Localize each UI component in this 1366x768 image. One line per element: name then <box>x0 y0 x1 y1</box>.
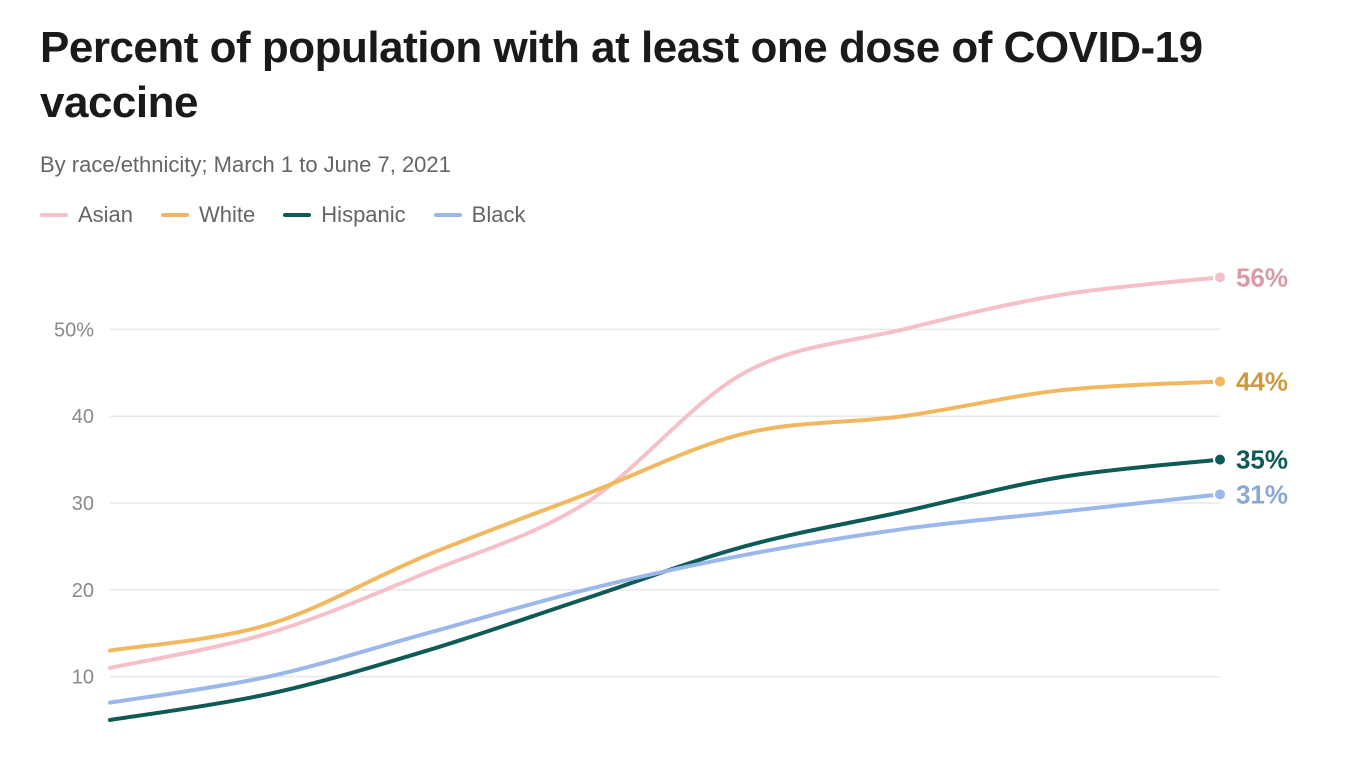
end-label-black: 31% <box>1236 479 1288 509</box>
legend-item: Black <box>434 202 526 228</box>
series-line-white <box>110 382 1220 651</box>
end-marker-hispanic <box>1214 454 1226 466</box>
legend-item: Hispanic <box>283 202 405 228</box>
end-label-white: 44% <box>1236 367 1288 397</box>
y-tick-label: 20 <box>72 580 94 602</box>
y-tick-label: 40 <box>72 406 94 428</box>
series-line-asian <box>110 277 1220 668</box>
line-chart: 10 20 30 40 50% 56% 44% 35% 31% <box>40 250 1326 730</box>
legend-item: White <box>161 202 255 228</box>
y-tick-label: 50% <box>54 319 94 341</box>
legend-swatch <box>434 213 462 217</box>
end-label-asian: 56% <box>1236 262 1288 292</box>
legend-label: Asian <box>78 202 133 228</box>
end-marker-asian <box>1214 271 1226 283</box>
legend-label: Black <box>472 202 526 228</box>
chart-title: Percent of population with at least one … <box>40 20 1326 130</box>
legend-label: White <box>199 202 255 228</box>
legend-item: Asian <box>40 202 133 228</box>
chart-subtitle: By race/ethnicity; March 1 to June 7, 20… <box>40 152 1326 178</box>
legend: Asian White Hispanic Black <box>40 202 1326 228</box>
end-marker-black <box>1214 488 1226 500</box>
y-tick-label: 10 <box>72 667 94 689</box>
chart-svg: 10 20 30 40 50% 56% 44% 35% 31% <box>40 250 1326 730</box>
legend-label: Hispanic <box>321 202 405 228</box>
end-label-hispanic: 35% <box>1236 445 1288 475</box>
y-tick-label: 30 <box>72 493 94 515</box>
legend-swatch <box>40 213 68 217</box>
series-line-black <box>110 494 1220 702</box>
end-marker-white <box>1214 376 1226 388</box>
legend-swatch <box>161 213 189 217</box>
legend-swatch <box>283 213 311 217</box>
